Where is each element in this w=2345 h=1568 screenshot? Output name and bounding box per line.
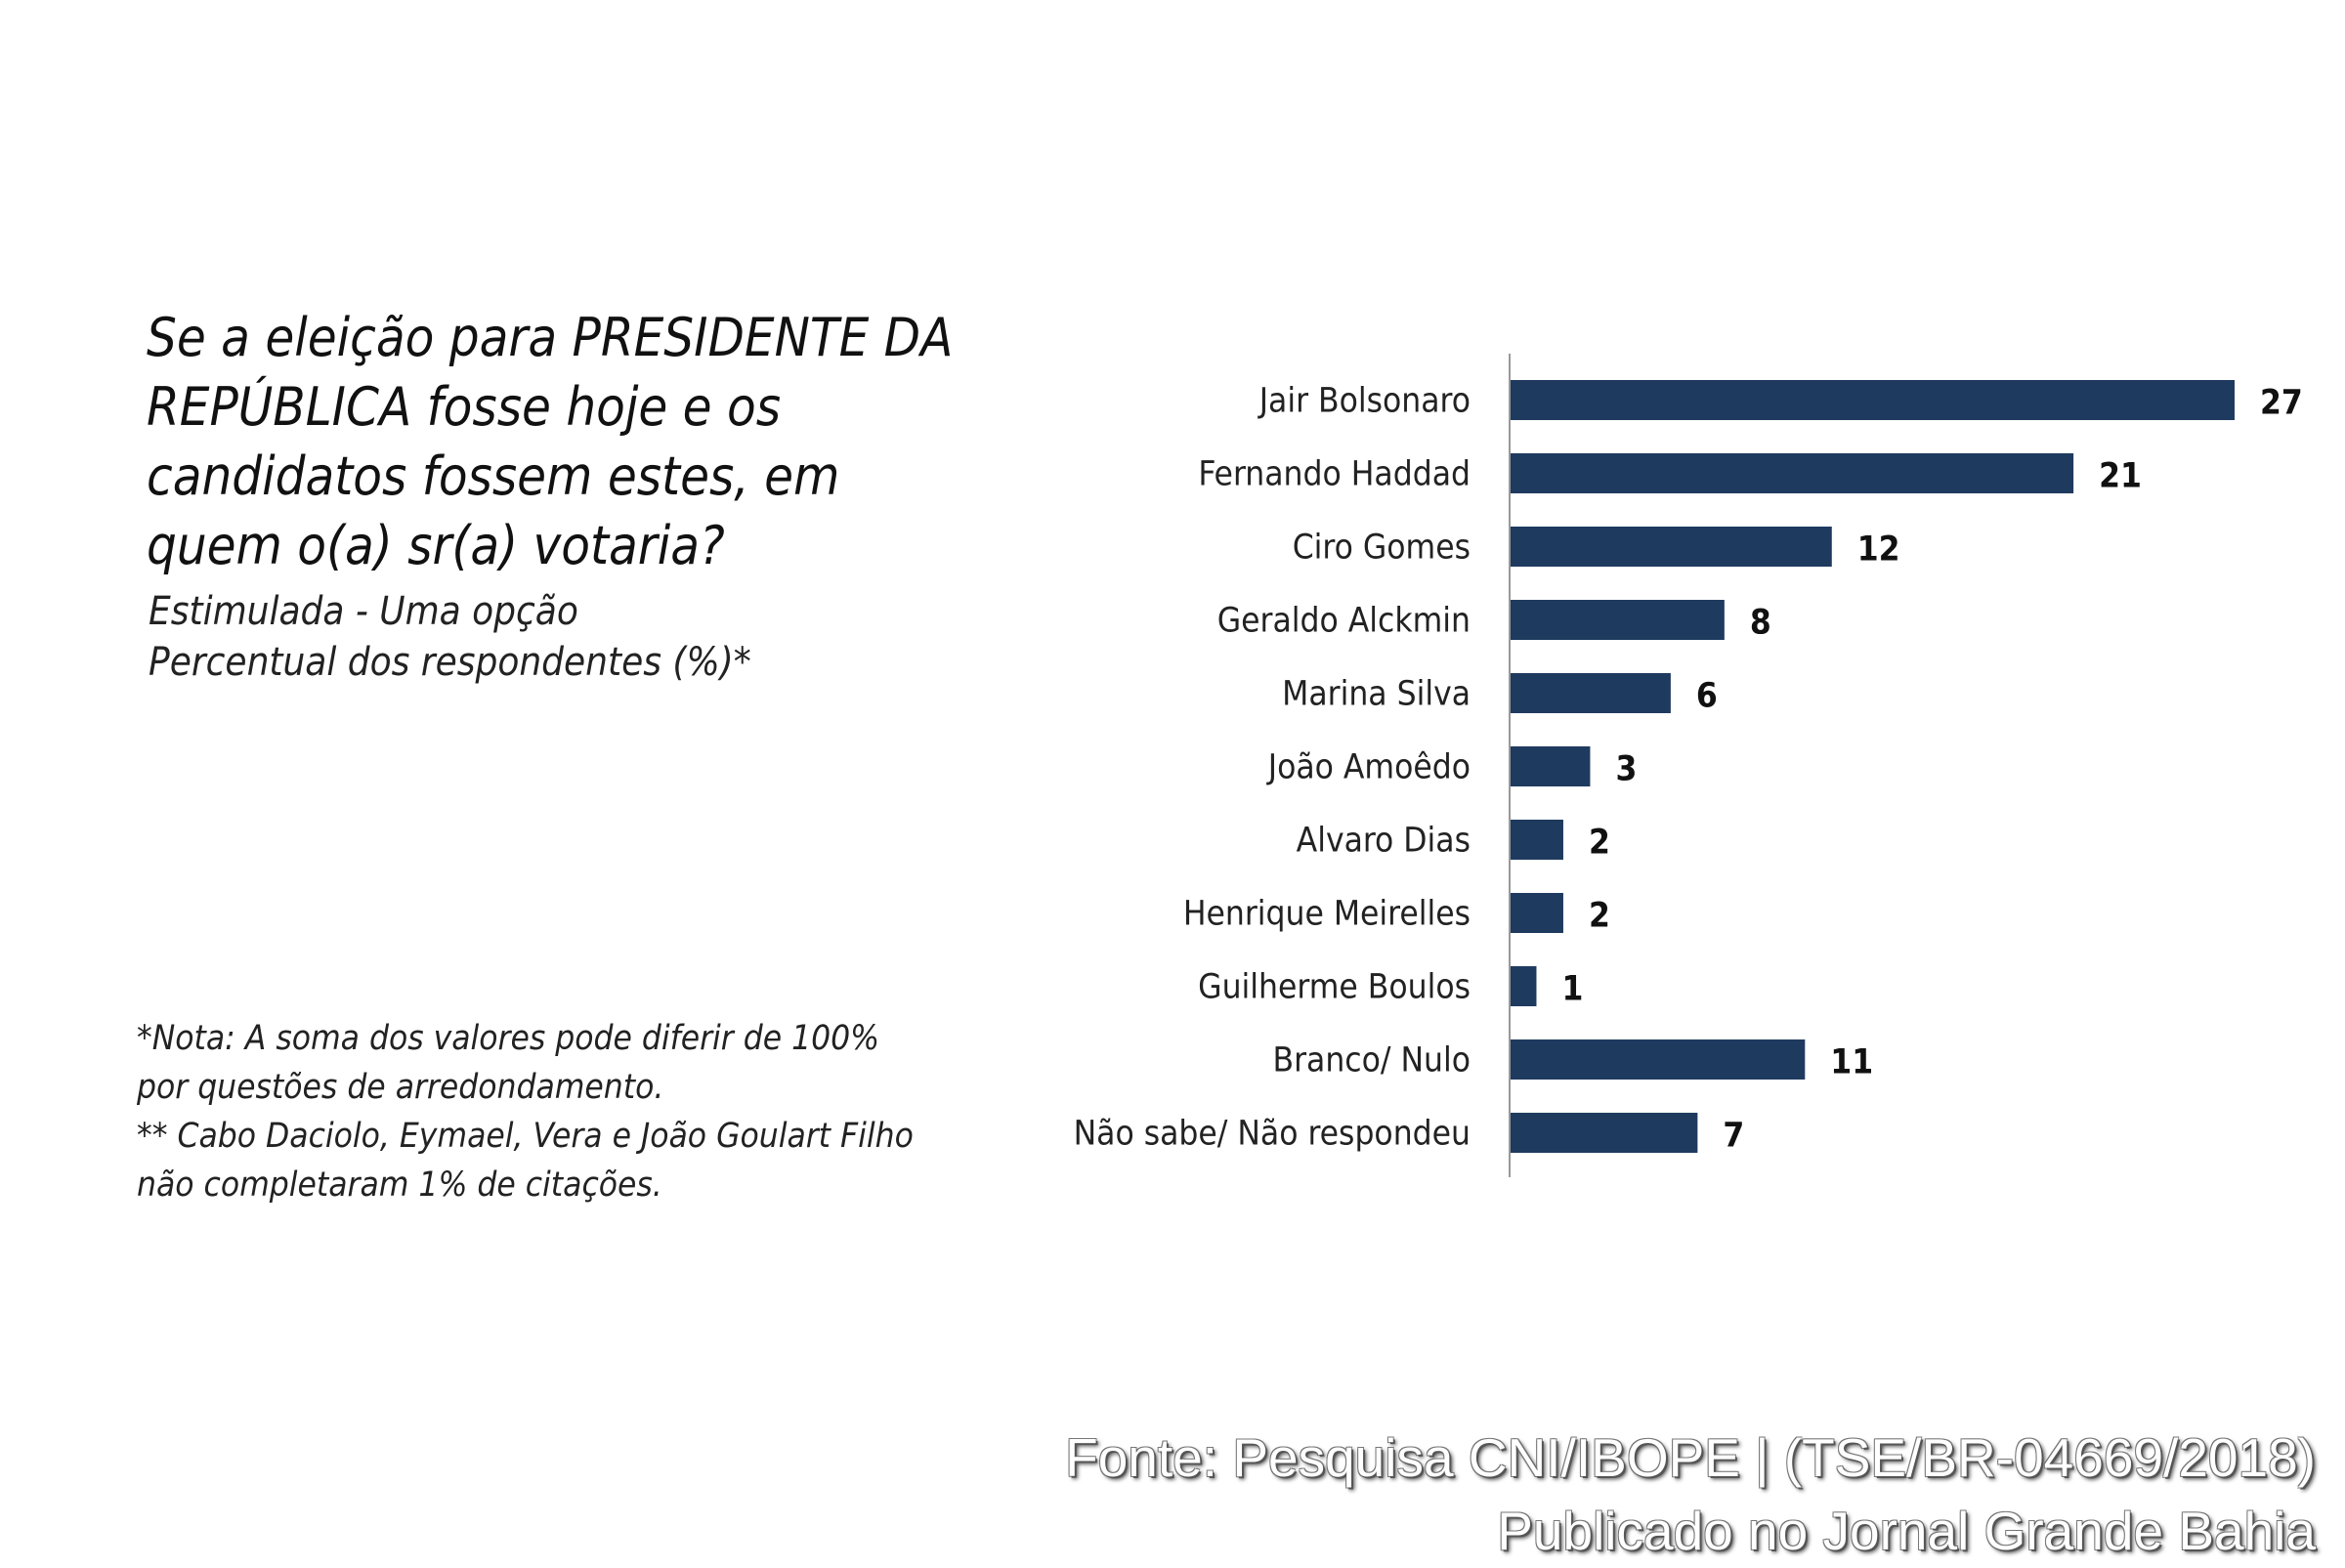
category-label-4: Marina Silva <box>1282 675 1471 714</box>
category-label-6: Alvaro Dias <box>1297 822 1471 861</box>
bar-10 <box>1510 1113 1698 1153</box>
category-label-1: Fernando Haddad <box>1198 455 1471 494</box>
bar-2 <box>1510 527 1832 567</box>
footnotes: *Nota: A soma dos valores pode diferir d… <box>137 1014 1016 1209</box>
bar-9 <box>1510 1039 1806 1080</box>
data-label-3: 8 <box>1750 604 1771 643</box>
data-label-10: 7 <box>1723 1117 1744 1156</box>
bar-4 <box>1510 673 1671 713</box>
footnote-line-4: não completaram 1% de citações. <box>137 1165 662 1205</box>
footnote-line-3: ** Cabo Daciolo, Eymael, Vera e João Gou… <box>137 1117 914 1156</box>
bar-5 <box>1510 746 1591 786</box>
chart-subtitle: Estimulada - Uma opção Percentual dos re… <box>149 586 751 688</box>
bar-0 <box>1510 380 2235 420</box>
bar-1 <box>1510 453 2074 493</box>
category-label-9: Branco/ Nulo <box>1273 1041 1471 1081</box>
category-label-2: Ciro Gomes <box>1293 529 1471 568</box>
category-label-0: Jair Bolsonaro <box>1258 382 1471 421</box>
data-label-4: 6 <box>1696 677 1718 716</box>
bar-3 <box>1510 600 1725 640</box>
bar-7 <box>1510 893 1563 933</box>
source-line-1: Fonte: Pesquisa CNI/IBOPE | (TSE/BR-0466… <box>1065 1427 2316 1488</box>
subtitle-line-1: Estimulada - Uma opção <box>149 589 578 634</box>
data-label-5: 3 <box>1615 750 1637 789</box>
footnote-line-2: por questões de arredondamento. <box>137 1068 664 1107</box>
data-label-1: 21 <box>2099 457 2142 496</box>
chart-question: Se a eleição para PRESIDENTE DA REPÚBLIC… <box>147 303 987 580</box>
category-label-5: João Amoêdo <box>1266 748 1471 787</box>
data-label-8: 1 <box>1561 970 1583 1009</box>
category-label-7: Henrique Meirelles <box>1183 895 1471 934</box>
category-label-3: Geraldo Alckmin <box>1217 602 1471 641</box>
subtitle-line-2: Percentual dos respondentes (%)* <box>149 640 751 685</box>
source-caption: Fonte: Pesquisa CNI/IBOPE | (TSE/BR-0466… <box>1065 1421 2316 1568</box>
data-label-6: 2 <box>1589 824 1610 863</box>
data-label-2: 12 <box>1857 530 1900 570</box>
footnote-line-1: *Nota: A soma dos valores pode diferir d… <box>137 1019 880 1058</box>
source-line-2: Publicado no Jornal Grande Bahia <box>1497 1501 2316 1561</box>
data-label-0: 27 <box>2260 384 2303 423</box>
category-label-8: Guilherme Boulos <box>1198 968 1471 1007</box>
data-label-9: 11 <box>1830 1043 1873 1082</box>
category-label-10: Não sabe/ Não respondeu <box>1074 1115 1471 1154</box>
bar-6 <box>1510 820 1563 860</box>
chart-title: Se a eleição para PRESIDENTE DA REPÚBLIC… <box>147 307 954 576</box>
bar-8 <box>1510 966 1537 1006</box>
data-label-7: 2 <box>1589 897 1610 936</box>
